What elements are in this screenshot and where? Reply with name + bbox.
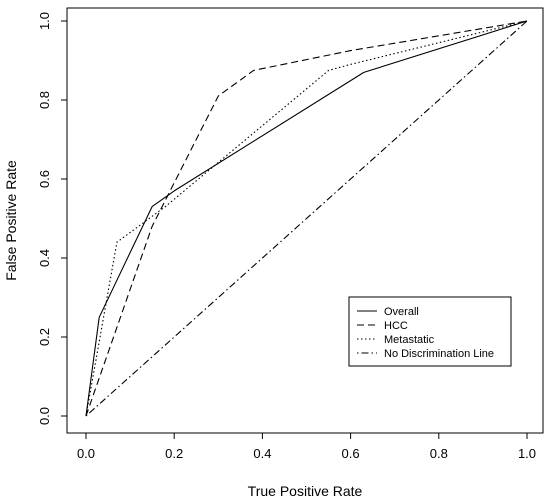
series-line-hcc	[85, 20, 528, 417]
legend-label-overall: Overall	[384, 306, 419, 318]
y-axis: 0.0 0.2 0.4 0.6 0.8 1.0	[37, 12, 67, 425]
series-lines	[85, 20, 528, 417]
legend-label-metastatic: Metastatic	[384, 334, 435, 346]
legend: Overall HCC Metastatic No Discrimination Li…	[348, 296, 512, 367]
x-tick-label: 1.0	[518, 446, 536, 461]
x-tick-label: 0.8	[430, 446, 448, 461]
y-tick-label: 1.0	[37, 12, 52, 30]
legend-label-hcc: HCC	[384, 320, 408, 332]
series-line-overall	[85, 20, 528, 417]
x-axis-title: True Positive Rate	[248, 483, 363, 499]
x-tick-label: 0.0	[77, 446, 95, 461]
legend-label-no-discrimination-line: No Discrimination Line	[384, 348, 494, 360]
y-tick-label: 0.2	[37, 328, 52, 346]
legend-box	[348, 296, 512, 367]
y-tick-label: 0.8	[37, 91, 52, 109]
y-tick-label: 0.0	[37, 407, 52, 425]
series-line-no-discrimination-line	[85, 20, 528, 417]
plot-frame	[66, 7, 544, 434]
x-tick-label: 0.2	[165, 446, 183, 461]
x-tick-label: 0.6	[342, 446, 360, 461]
x-axis: 0.0 0.2 0.4 0.6 0.8 1.0	[77, 433, 536, 461]
y-tick-label: 0.6	[37, 170, 52, 188]
plot-area	[66, 7, 544, 434]
y-tick-label: 0.4	[37, 249, 52, 267]
y-axis-title: False Positive Rate	[3, 160, 19, 281]
x-tick-label: 0.4	[253, 446, 271, 461]
